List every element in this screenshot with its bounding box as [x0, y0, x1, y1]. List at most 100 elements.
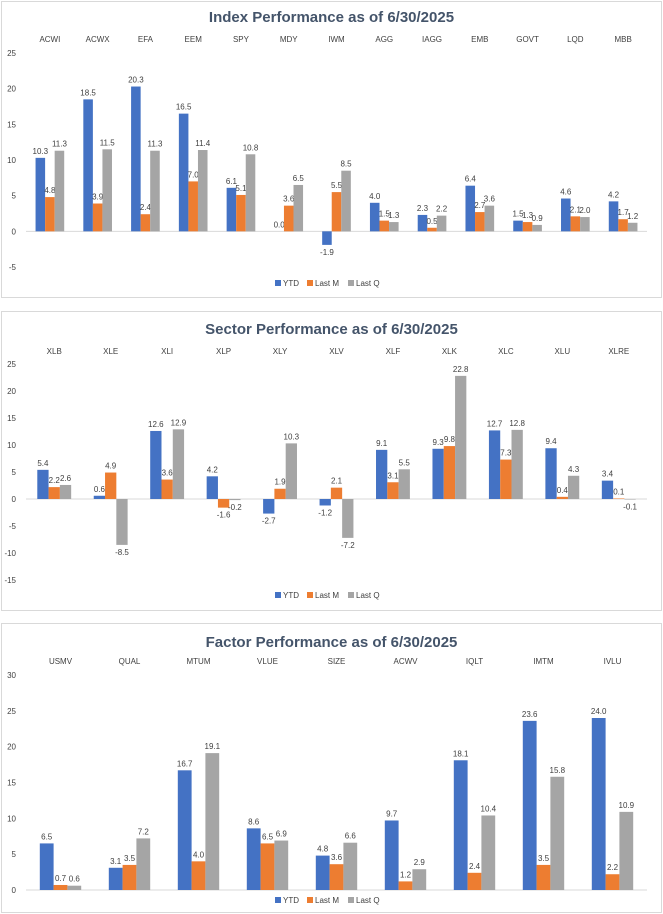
category-label-lqd: LQD [567, 35, 584, 44]
data-label-ytd-iqlt: 18.1 [453, 749, 469, 758]
legend-swatch-last-q [348, 897, 354, 903]
bar-last-q-xlc [511, 429, 523, 499]
data-label-last-m-lqd: 2.1 [570, 205, 582, 214]
data-label-last-m-xlu: 0.4 [557, 486, 569, 495]
category-label-usmv: USMV [49, 657, 73, 666]
bar-last-q-xlre [624, 499, 636, 500]
y-tick-label: 0 [12, 886, 17, 895]
bar-last-q-xlk [455, 375, 467, 499]
bar-ytd-usmv [39, 843, 54, 890]
data-label-ytd-xlk: 9.3 [433, 438, 445, 447]
bar-last-q-vlue [274, 840, 289, 890]
legend-item-last-m: Last M [307, 896, 339, 905]
legend-item-ytd: YTD [275, 279, 299, 288]
data-label-ytd-xly: -2.7 [262, 517, 276, 526]
legend-swatch-ytd [275, 280, 281, 286]
data-label-last-m-iagg: 0.5 [426, 217, 438, 226]
data-label-last-m-xlf: 3.1 [387, 471, 399, 480]
y-tick-label: 20 [7, 387, 16, 396]
data-label-last-m-vlue: 6.5 [262, 832, 274, 841]
bar-last-q-xlu [567, 475, 580, 499]
category-label-mbb: MBB [614, 35, 631, 44]
category-label-xlb: XLB [47, 347, 62, 356]
y-tick-label: 10 [7, 814, 16, 823]
bar-ytd-xly [263, 499, 275, 514]
category-label-mdy: MDY [280, 35, 298, 44]
data-label-last-q-acwi: 11.3 [52, 140, 68, 149]
data-label-last-m-xlc: 7.3 [500, 449, 512, 458]
legend-label-last-q: Last Q [356, 896, 380, 905]
category-label-vlue: VLUE [257, 657, 278, 666]
data-label-last-m-govt: 1.3 [522, 211, 534, 220]
data-label-ytd-acwi: 10.3 [33, 147, 49, 156]
data-label-ytd-xle: 0.6 [94, 485, 106, 494]
category-label-eem: EEM [185, 35, 203, 44]
data-label-last-q-mdy: 6.5 [293, 174, 305, 183]
data-label-last-m-acwi: 4.8 [44, 186, 56, 195]
bar-ytd-mtum [177, 770, 192, 890]
y-tick-label: 0 [12, 495, 17, 504]
bar-last-m-spy [236, 194, 246, 232]
y-tick-label: 5 [12, 468, 17, 477]
y-tick-label: 15 [7, 779, 16, 788]
factor-performance-chart: Factor Performance as of 6/30/2025 0 5 10 15… [1, 623, 662, 913]
bar-ytd-xlf [376, 449, 388, 499]
bar-last-m-iwm [331, 192, 342, 232]
bar-last-m-agg [379, 220, 390, 232]
data-label-last-q-iagg: 2.2 [436, 205, 448, 214]
data-label-ytd-xlf: 9.1 [376, 439, 388, 448]
data-label-ytd-acwx: 18.5 [80, 88, 96, 97]
data-label-last-q-eem: 11.4 [195, 139, 211, 148]
bar-last-q-xli [172, 429, 185, 499]
bar-last-m-emb [475, 212, 485, 232]
legend-item-ytd: YTD [275, 896, 299, 905]
category-label-acwv: ACWV [394, 657, 419, 666]
category-label-iqlt: IQLT [466, 657, 483, 666]
data-label-last-q-agg: 1.3 [388, 211, 400, 220]
data-label-last-q-xlk: 22.8 [453, 365, 469, 374]
data-label-last-m-xlb: 2.2 [49, 476, 61, 485]
data-label-last-q-xli: 12.9 [171, 418, 187, 427]
data-label-ytd-acwv: 9.7 [386, 809, 398, 818]
category-label-qual: QUAL [119, 657, 141, 666]
data-label-last-m-spy: 5.1 [235, 184, 247, 193]
data-label-last-q-qual: 7.2 [138, 827, 150, 836]
legend-item-last-m: Last M [307, 279, 339, 288]
data-label-last-q-emb: 3.6 [484, 195, 496, 204]
bar-ytd-xlp [206, 476, 218, 499]
bar-ytd-qual [108, 867, 123, 890]
data-label-last-m-mtum: 4.0 [193, 850, 205, 859]
bar-last-m-mdy [283, 205, 294, 232]
bar-last-q-size [343, 842, 358, 890]
bar-last-m-efa [140, 214, 151, 232]
bar-last-m-xli [161, 479, 173, 499]
data-label-ytd-size: 4.8 [317, 845, 329, 854]
data-label-last-m-xly: 1.9 [274, 478, 286, 487]
data-label-last-q-spy: 10.8 [243, 143, 259, 152]
bar-last-q-imtm [550, 776, 565, 890]
bar-last-q-xly [285, 443, 297, 499]
y-tick-label: -15 [4, 576, 16, 585]
bar-ytd-xlb [37, 469, 49, 499]
bar-last-q-eem [197, 150, 208, 232]
bar-last-q-xlb [59, 484, 72, 499]
sector-performance-svg: Sector Performance as of 6/30/2025 -15 -10… [4, 321, 647, 600]
data-label-last-q-iwm: 8.5 [340, 160, 352, 169]
data-label-ytd-mbb: 4.2 [608, 190, 620, 199]
category-label-acwx: ACWX [86, 35, 111, 44]
bar-ytd-iwm [322, 231, 332, 245]
data-label-ytd-lqd: 4.6 [560, 188, 572, 197]
y-tick-label: 25 [7, 360, 16, 369]
category-label-ivlu: IVLU [604, 657, 622, 666]
legend-item-last-q: Last Q [348, 279, 380, 288]
data-label-last-q-mbb: 1.2 [627, 212, 639, 221]
legend-item-ytd: YTD [275, 591, 299, 600]
data-label-ytd-agg: 4.0 [369, 192, 381, 201]
data-label-ytd-mtum: 16.7 [177, 759, 193, 768]
y-tick-label: 5 [12, 850, 17, 859]
legend-label-ytd: YTD [283, 896, 299, 905]
bar-last-q-xlp [229, 499, 241, 501]
bar-last-m-xle [105, 472, 117, 499]
data-label-last-q-xlf: 5.5 [399, 458, 411, 467]
data-label-ytd-govt: 1.5 [512, 210, 524, 219]
